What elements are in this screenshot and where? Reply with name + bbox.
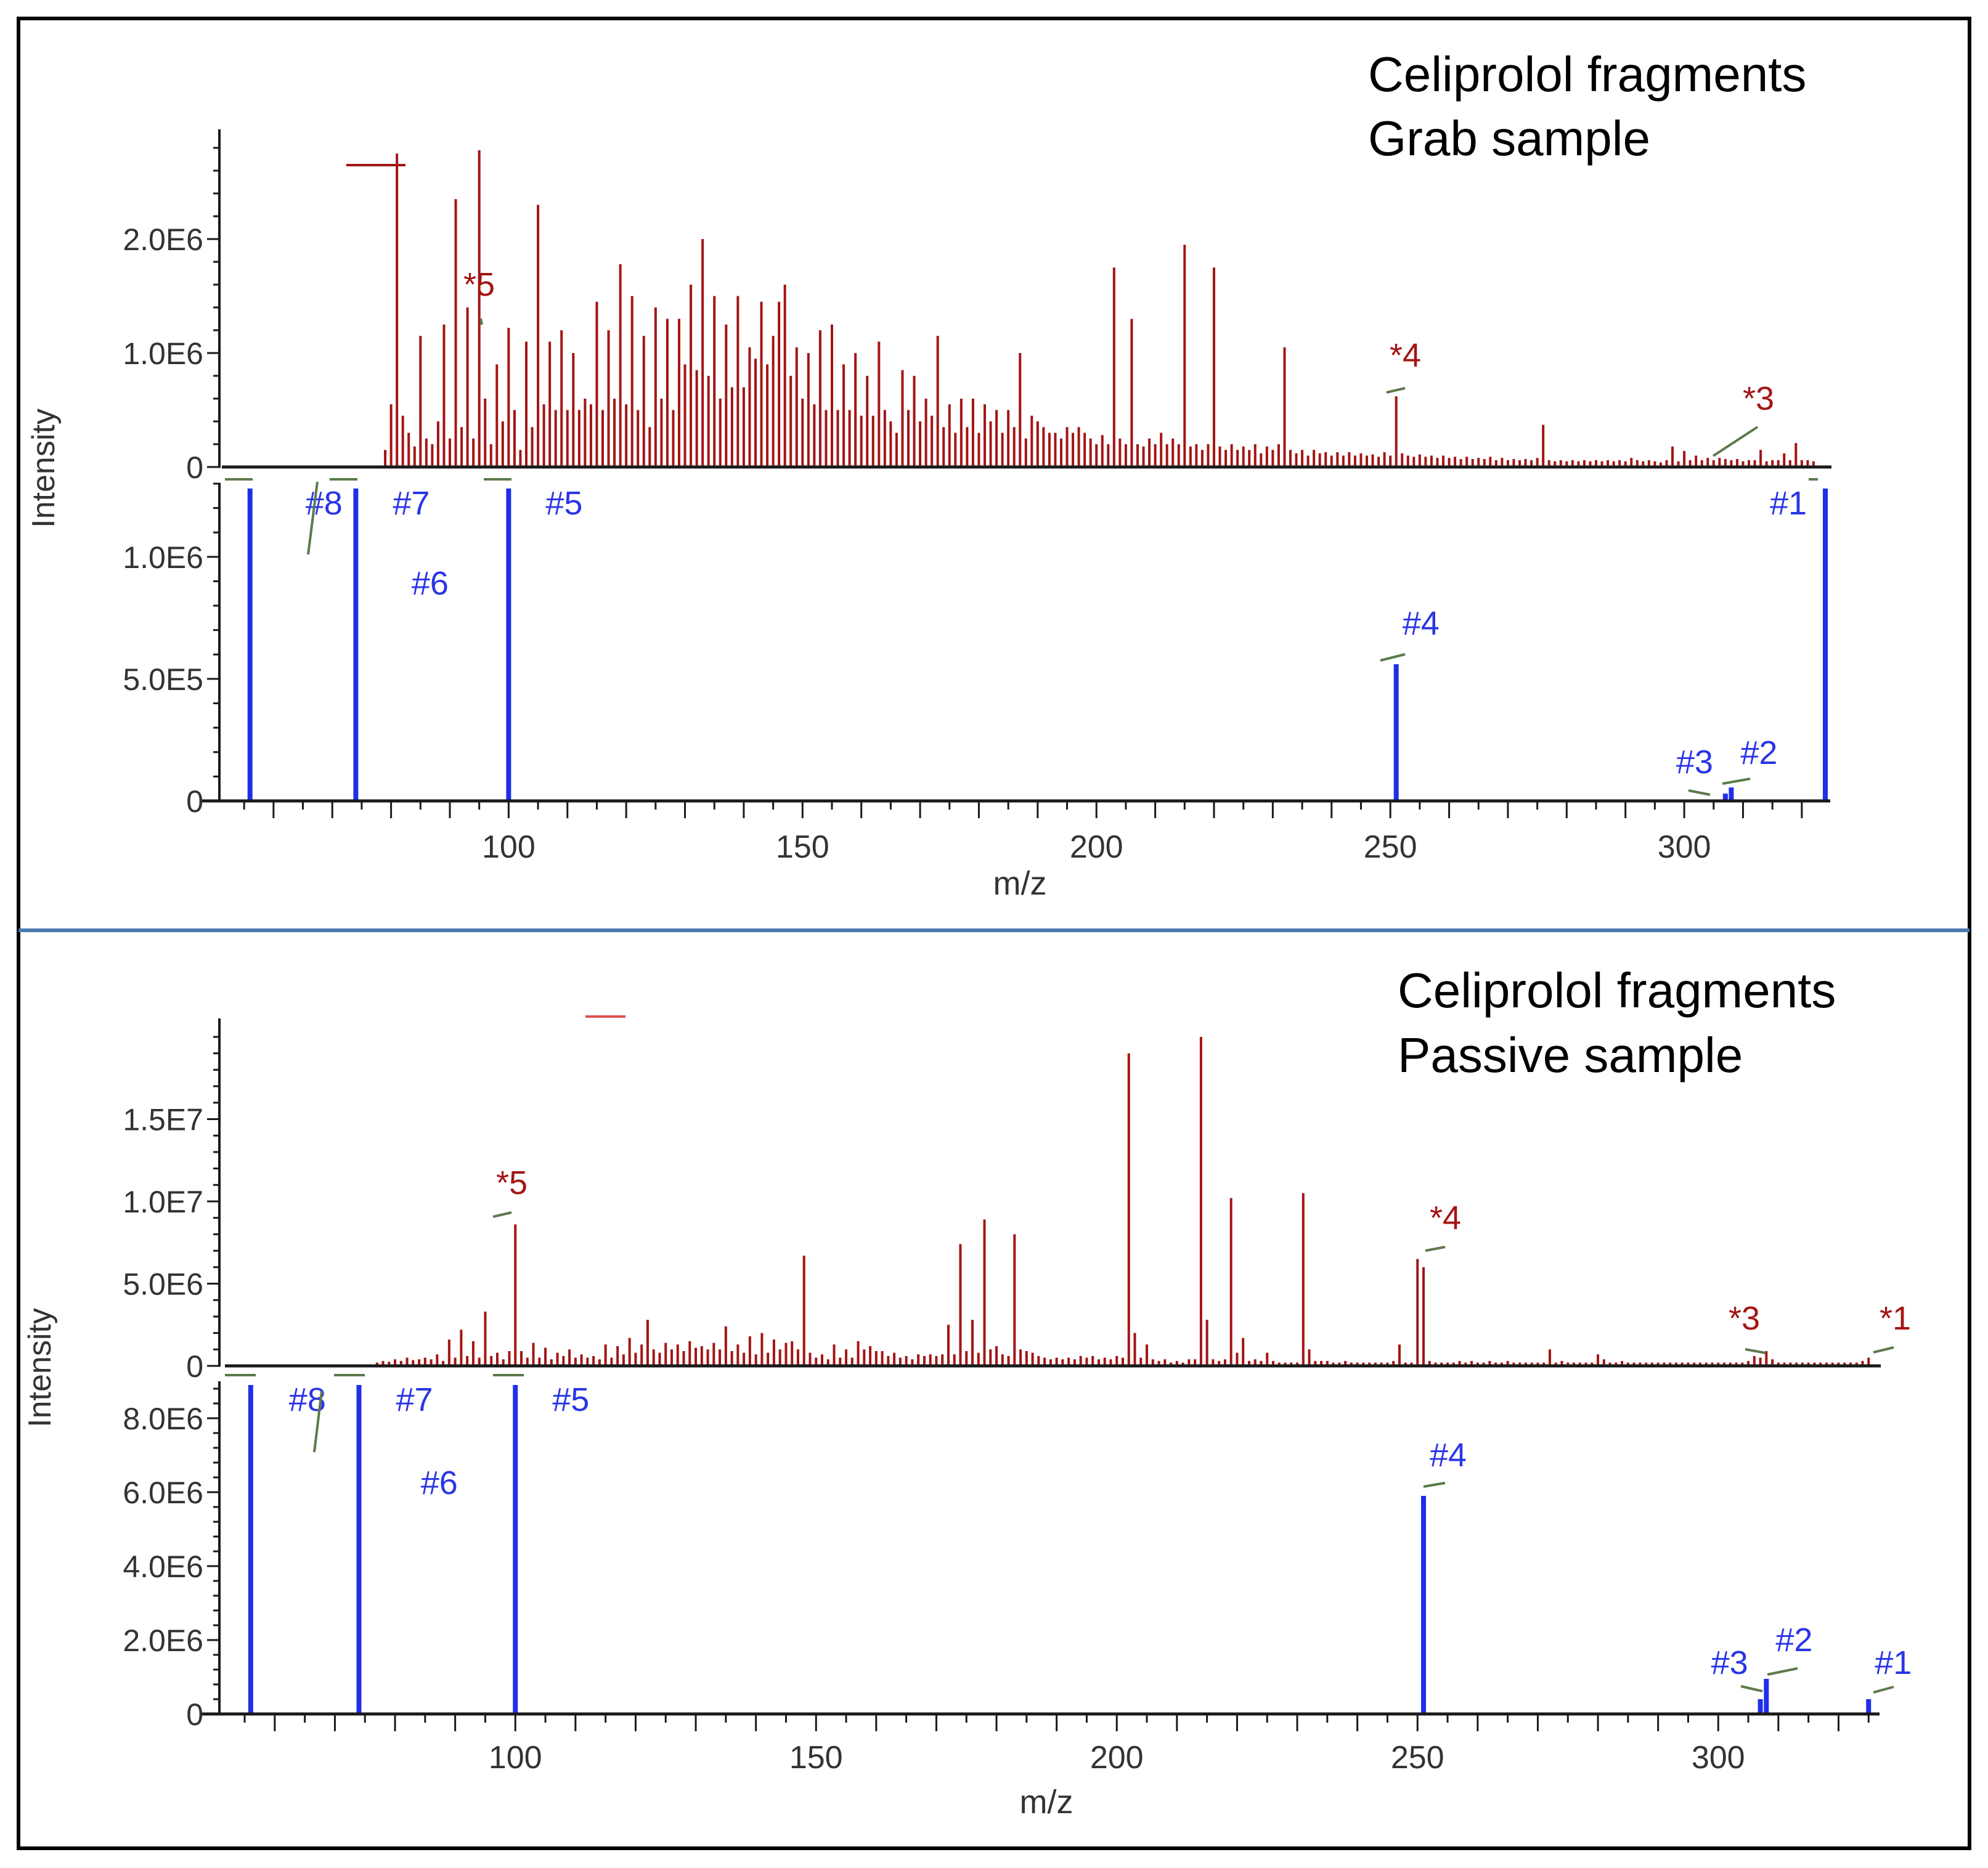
reference-y-tick-label: 6.0E6	[123, 1476, 203, 1510]
reference-label-leader	[313, 1391, 323, 1453]
reference-peak-label: #6	[421, 1464, 458, 1501]
sample-peak-label: *3	[1743, 380, 1774, 417]
panel-passive-x-axis-label: m/z	[1020, 1784, 1073, 1821]
panel-grab-title-line-1: Celiprolol fragments	[1368, 47, 1806, 102]
sample-peak-label: *4	[1430, 1200, 1461, 1237]
reference-peak-label: #4	[1403, 605, 1440, 642]
reference-y-tick-label: 0	[186, 1697, 203, 1732]
sample-label-leader	[492, 1211, 512, 1218]
x-tick-label: 250	[1364, 829, 1417, 865]
sample-peak-label: *3	[1729, 1300, 1760, 1337]
reference-peak-label: #1	[1770, 485, 1807, 522]
reference-y-tick-label: 4.0E6	[123, 1549, 203, 1584]
reference-peak-label: #5	[545, 485, 582, 522]
panel-passive-title-line-1: Celiprolol fragments	[1398, 963, 1836, 1018]
reference-peak-label: #2	[1775, 1622, 1812, 1659]
panel-passive-title-line-2: Passive sample	[1398, 1028, 1743, 1082]
reference-peak-label: #1	[1875, 1644, 1912, 1681]
reference-peak-label: #7	[393, 485, 430, 522]
sample-y-tick-label: 5.0E6	[123, 1267, 203, 1302]
sample-label-leader	[1873, 1346, 1894, 1354]
sample-label-leader	[1386, 387, 1406, 394]
reference-label-leader	[1688, 789, 1711, 796]
sample-y-tick-label: 1.0E6	[123, 336, 203, 371]
reference-peak-label: #7	[396, 1381, 433, 1418]
panel-passive: Celiprolol fragments Passive sample Inte…	[22, 963, 1912, 1821]
reference-y-tick-label: 0	[186, 784, 203, 819]
x-tick-label: 200	[1090, 1740, 1144, 1776]
reference-peak-label: #3	[1711, 1644, 1748, 1681]
sample-y-tick-label: 0	[186, 450, 203, 485]
sample-y-tick-label: 1.5E7	[123, 1103, 203, 1137]
reference-label-leader	[1722, 778, 1751, 785]
reference-peak-label: #4	[1430, 1437, 1467, 1474]
panel-passive-y-axis-label: Intensity	[22, 1308, 58, 1427]
sample-label-leader	[1712, 426, 1759, 457]
reference-peak-label: #5	[552, 1381, 589, 1418]
x-tick-label: 150	[776, 829, 829, 865]
panel-grab-y-axis-label: Intensity	[26, 408, 62, 528]
figure-frame	[17, 17, 1971, 1850]
panel-grab: Celiprolol fragments Grab sample Intensi…	[26, 47, 1831, 902]
reference-label-leader	[1380, 653, 1406, 662]
reference-label-leader	[1740, 1685, 1763, 1692]
reference-label-leader	[307, 481, 319, 555]
x-tick-label: 100	[482, 829, 536, 865]
sample-peak-label: *5	[463, 266, 495, 303]
x-tick-label: 250	[1391, 1740, 1444, 1776]
sample-y-tick-label: 0	[186, 1349, 203, 1384]
reference-label-leader	[1873, 1686, 1894, 1694]
sample-y-tick-label: 1.0E7	[123, 1185, 203, 1219]
sample-label-leader	[1425, 1246, 1446, 1252]
sample-y-tick-label: 2.0E6	[123, 222, 203, 257]
reference-peak-label: #2	[1740, 734, 1777, 771]
sample-peak-label: *5	[496, 1164, 528, 1201]
reference-peak-label: #3	[1676, 744, 1713, 781]
sample-label-leader	[1745, 1348, 1766, 1354]
reference-label-leader	[1767, 1667, 1798, 1676]
x-tick-label: 150	[789, 1740, 843, 1776]
reference-label-leader	[1423, 1482, 1446, 1488]
reference-peak-label: #8	[306, 485, 343, 522]
panel-grab-x-axis-label: m/z	[993, 865, 1047, 902]
x-tick-label: 300	[1692, 1740, 1745, 1776]
reference-y-tick-label: 2.0E6	[123, 1623, 203, 1658]
sample-peak-label: *1	[1880, 1300, 1911, 1337]
x-tick-label: 200	[1070, 829, 1123, 865]
reference-y-tick-label: 8.0E6	[123, 1402, 203, 1436]
x-tick-label: 100	[489, 1740, 542, 1776]
reference-y-tick-label: 5.0E5	[123, 662, 203, 697]
sample-label-leader	[479, 318, 483, 325]
x-tick-label: 300	[1658, 829, 1711, 865]
panel-grab-title-line-2: Grab sample	[1368, 111, 1650, 166]
reference-y-tick-label: 1.0E6	[123, 540, 203, 575]
sample-peak-label: *4	[1390, 337, 1421, 374]
reference-peak-label: #6	[412, 565, 449, 602]
